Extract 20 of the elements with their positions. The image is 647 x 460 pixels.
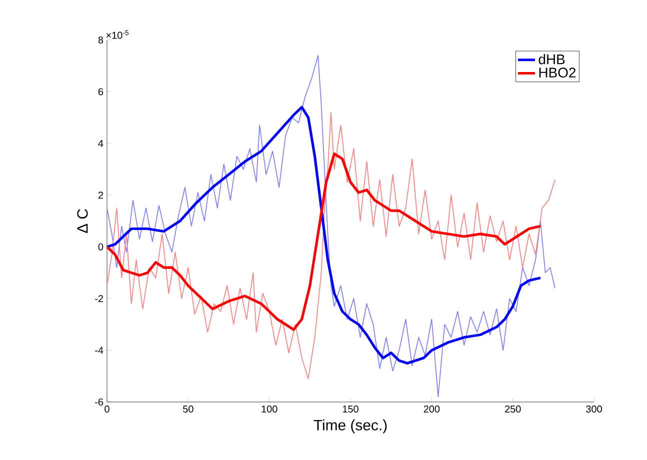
x-tick-label: 150	[342, 406, 358, 413]
x-tick-label: 300	[586, 406, 602, 413]
y-tick-label: -6	[95, 398, 104, 406]
x-tick-label: 50	[183, 406, 194, 413]
y-tick-label: -4	[95, 346, 104, 354]
y-tick-label: -2	[95, 295, 103, 302]
x-tick-label: 200	[424, 406, 440, 413]
x-tick-label: 100	[262, 406, 278, 413]
x-axis-title: Time (sec.)	[314, 419, 387, 434]
y-tick-label: 0	[98, 243, 104, 250]
legend-label: dHB	[538, 54, 565, 64]
y-tick-label: 8	[98, 36, 104, 44]
x-tick-label: 0	[104, 406, 110, 413]
y-tick-label: 4	[98, 140, 104, 147]
y-axis-title: Δ C	[77, 209, 88, 234]
text: ×10$^{-5}$	[106, 30, 129, 39]
x-tick-label: 250	[505, 406, 521, 413]
y-tick-label: 2	[98, 192, 103, 199]
y-tick-label: 6	[98, 88, 104, 96]
legend-label: HBO2	[539, 68, 576, 78]
